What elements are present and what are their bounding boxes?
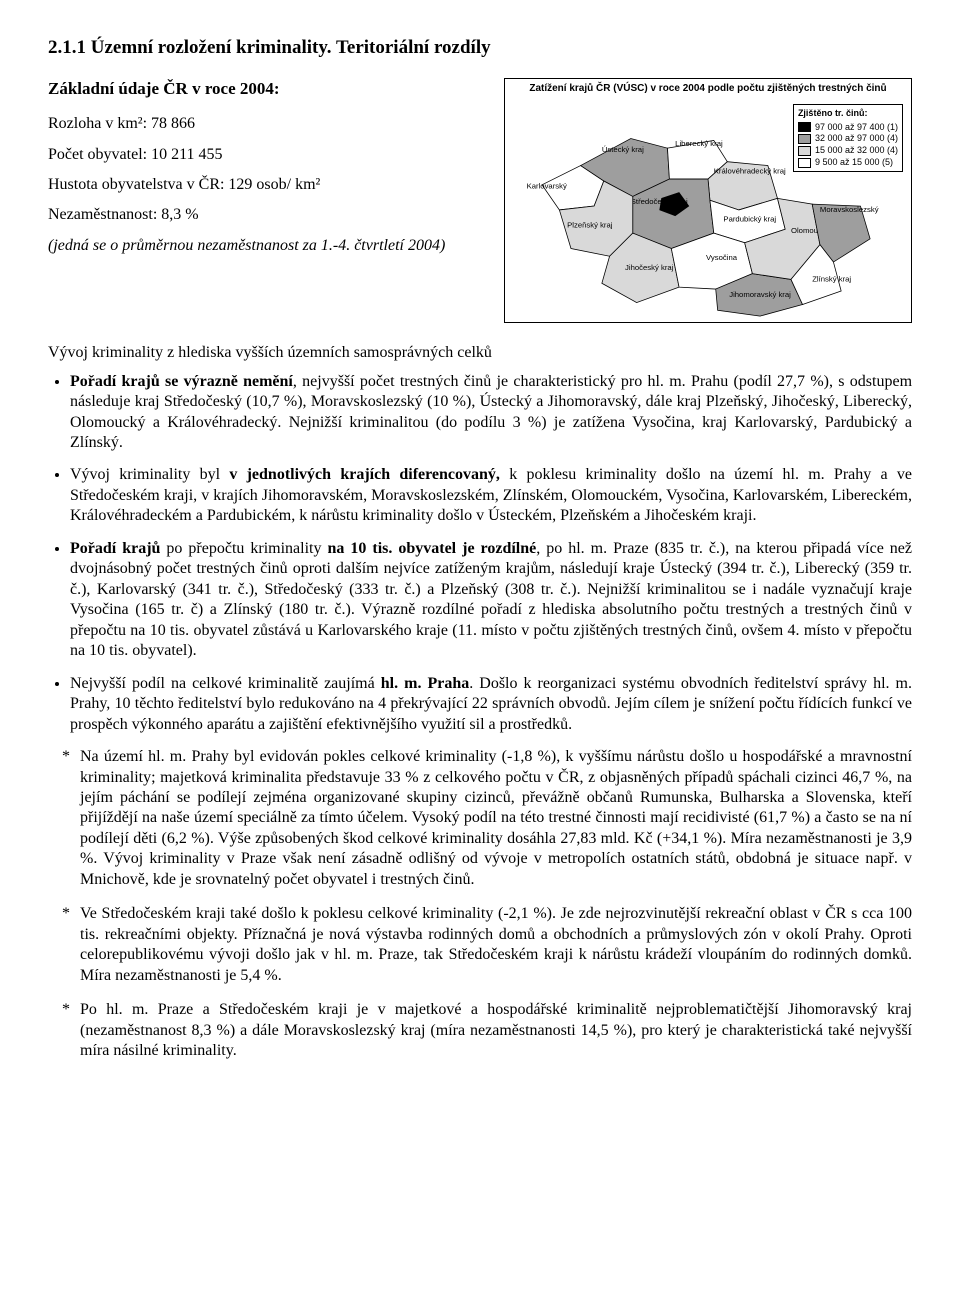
- bullet-item: Vývoj kriminality byl v jednotlivých kra…: [70, 465, 912, 526]
- unemp-line: Nezaměstnanost: 8,3 %: [48, 205, 480, 225]
- population-line: Počet obyvatel: 10 211 455: [48, 145, 480, 165]
- legend-row: 97 000 až 97 400 (1): [798, 122, 898, 134]
- legend-label: 97 000 až 97 400 (1): [815, 122, 898, 134]
- legend-row: 15 000 až 32 000 (4): [798, 145, 898, 157]
- map-region-label: Moravskoslezský: [820, 205, 879, 214]
- star-item: Na území hl. m. Prahy byl evidován pokle…: [66, 747, 912, 890]
- map-region-label: Pardubický kraj: [723, 215, 776, 224]
- map-container: Zatížení krajů ČR (VÚSC) v roce 2004 pod…: [504, 78, 912, 323]
- map-region-label: Středočeský kraj: [631, 197, 688, 206]
- legend-title: Zjištěno tr. činů:: [798, 108, 898, 120]
- area-line: Rozloha v km²: 78 866: [48, 114, 480, 134]
- legend-swatch: [798, 134, 811, 144]
- map-region-label: Karlovarský: [527, 182, 567, 191]
- legend-row: 9 500 až 15 000 (5): [798, 157, 898, 169]
- map-region-label: Královéhradecký kraj: [714, 166, 786, 175]
- star-item: Po hl. m. Praze a Středočeském kraji je …: [66, 1000, 912, 1061]
- map-title: Zatížení krajů ČR (VÚSC) v roce 2004 pod…: [509, 83, 907, 96]
- map-region-label: Jihočeský kraj: [625, 263, 674, 272]
- legend-swatch: [798, 158, 811, 168]
- star-item: Ve Středočeském kraji také došlo k pokle…: [66, 904, 912, 986]
- density-line: Hustota obyvatelstva v ČR: 129 osob/ km²: [48, 175, 480, 195]
- legend-label: 15 000 až 32 000 (4): [815, 145, 898, 157]
- legend-swatch: [798, 146, 811, 156]
- legend-row: 32 000 až 97 000 (4): [798, 133, 898, 145]
- unemp-note: (jedná se o průměrnou nezaměstnanost za …: [48, 236, 480, 256]
- map-region-label: Vysočina: [706, 253, 738, 262]
- bullet-item: Nejvyšší podíl na celkové kriminalitě za…: [70, 674, 912, 735]
- stars-list: Na území hl. m. Prahy byl evidován pokle…: [48, 747, 912, 1062]
- basic-data-heading: Základní údaje ČR v roce 2004:: [48, 78, 480, 100]
- map-region-label: Zlínský kraj: [812, 274, 851, 283]
- map-legend: Zjištěno tr. činů: 97 000 až 97 400 (1)3…: [793, 104, 903, 172]
- bullets-list: Pořadí krajů se výrazně nemění, nejvyšší…: [48, 372, 912, 736]
- vyvoj-heading: Vývoj kriminality z hlediska vyšších úze…: [48, 343, 912, 363]
- bullet-item: Pořadí krajů po přepočtu kriminality na …: [70, 539, 912, 662]
- legend-label: 32 000 až 97 000 (4): [815, 133, 898, 145]
- bullet-item: Pořadí krajů se výrazně nemění, nejvyšší…: [70, 372, 912, 454]
- basic-data-block: Základní údaje ČR v roce 2004: Rozloha v…: [48, 78, 480, 266]
- map-region-label: Jihomoravský kraj: [729, 290, 791, 299]
- map-content: Karlovarský Ústecký kraj Liberecký kraj Krá…: [509, 98, 907, 318]
- map-region-label: Ústecký kraj: [602, 145, 644, 154]
- section-heading: 2.1.1 Územní rozložení kriminality. Teri…: [48, 36, 912, 60]
- legend-label: 9 500 až 15 000 (5): [815, 157, 893, 169]
- map-box: Zatížení krajů ČR (VÚSC) v roce 2004 pod…: [504, 78, 912, 323]
- map-region-label: Liberecký kraj: [675, 139, 723, 148]
- intro-row: Základní údaje ČR v roce 2004: Rozloha v…: [48, 78, 912, 323]
- map-region-label: Plzeňský kraj: [567, 220, 613, 229]
- legend-swatch: [798, 122, 811, 132]
